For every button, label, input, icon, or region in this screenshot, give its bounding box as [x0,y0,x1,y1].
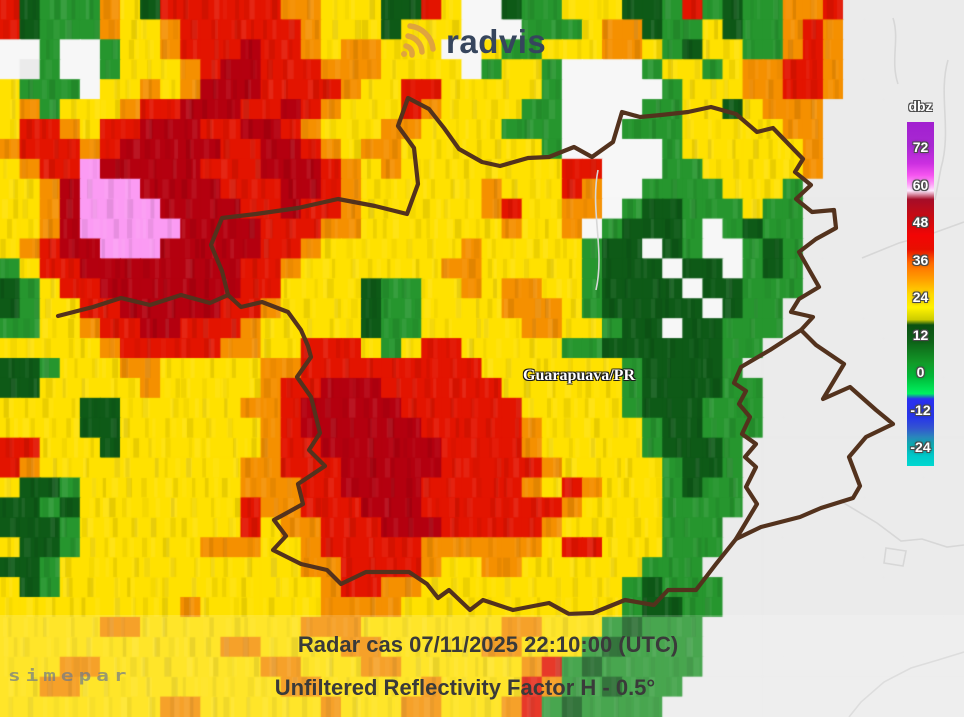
radar-timestamp-label: Radar cas 07/11/2025 22:10:00 (UTC) [297,632,679,657]
legend-tick: 12 [912,327,929,343]
signal-dot [401,51,407,57]
radvis-logo: radvis [396,18,546,60]
legend-unit-label: dbz [908,98,933,114]
legend-tick: -12 [910,402,931,418]
legend-colorbar: 72 60 48 36 24 12 0 -12 -24 [907,122,934,466]
logo-wordmark: radvis [446,23,547,60]
legend-tick: 72 [912,139,929,155]
radar-signal-icon [401,23,436,58]
legend-tick: 48 [912,214,929,230]
simepar-watermark: simepar [8,666,132,685]
legend-tick: -24 [910,439,931,455]
signal-arcs [403,23,436,58]
legend-tick: 60 [912,177,929,193]
legend-tick: 24 [912,289,929,305]
legend-tick: 36 [912,252,929,268]
station-label: Guarapuava/PR [522,367,636,384]
legend-tick: 0 [916,364,925,380]
product-name-label: Unfiltered Reflectivity Factor H - 0.5° [274,675,656,700]
